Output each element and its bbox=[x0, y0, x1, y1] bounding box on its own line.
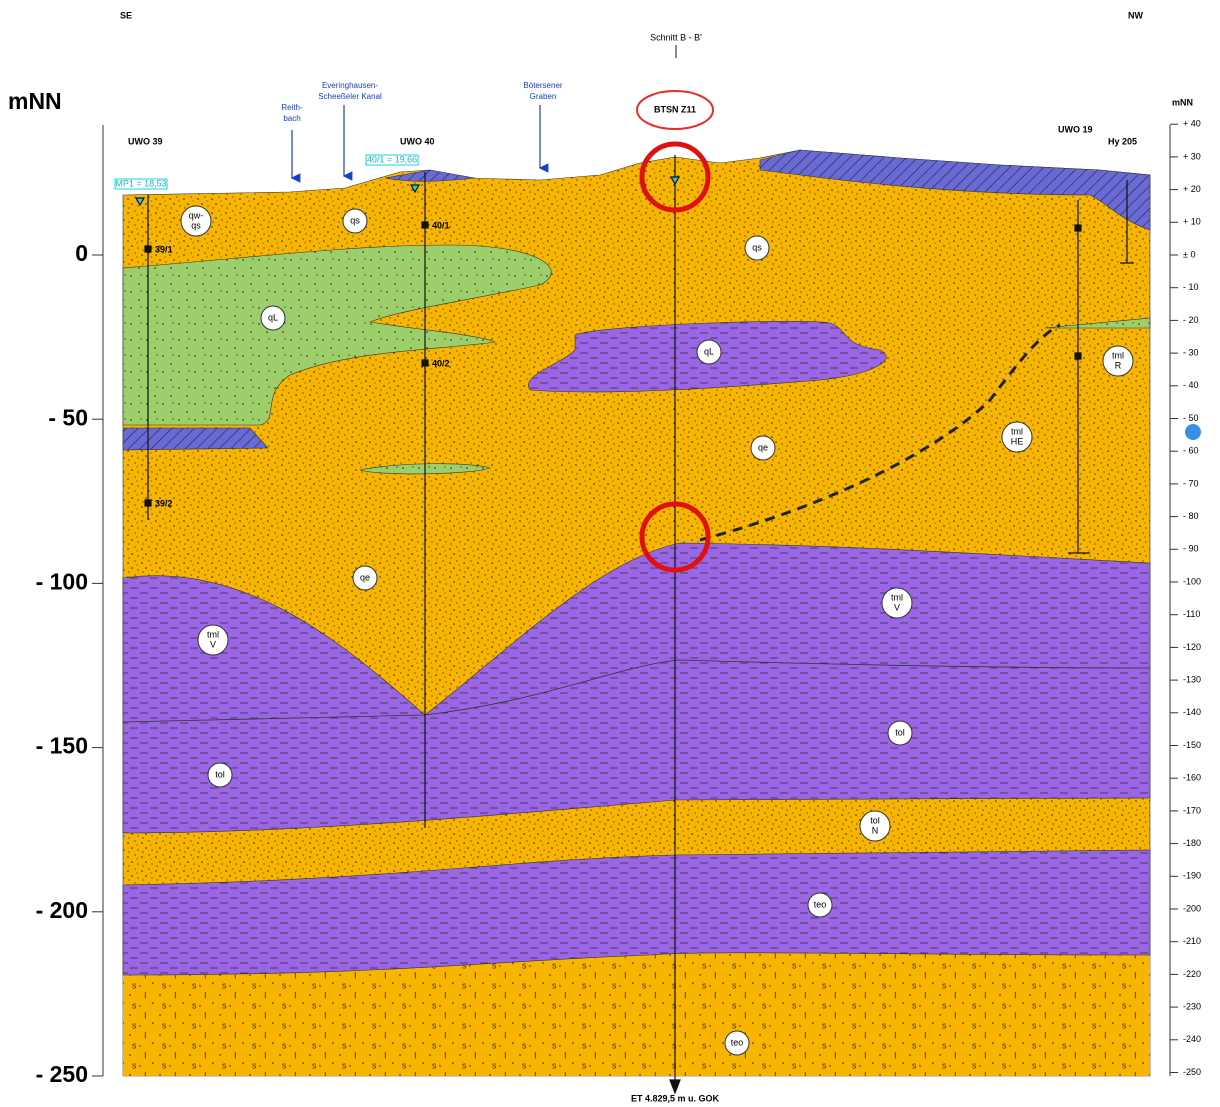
tick-label: -170 bbox=[1183, 805, 1201, 815]
screen-label: 39/1 bbox=[155, 244, 173, 254]
tick-label: + 10 bbox=[1183, 217, 1201, 227]
stream-label: Scheeßeler Kanal bbox=[318, 92, 382, 101]
unit-label: V bbox=[894, 602, 900, 612]
unit-label: tol bbox=[870, 815, 880, 825]
tick-label: - 200 bbox=[36, 897, 88, 923]
water-level: MP1 = 18,53 bbox=[115, 178, 166, 188]
layer-blue-left bbox=[123, 428, 268, 450]
unit-label: qw- bbox=[189, 210, 204, 220]
header-left: SE bbox=[120, 10, 132, 20]
scroll-dot[interactable] bbox=[1185, 424, 1201, 440]
tick-label: - 250 bbox=[36, 1061, 88, 1087]
unit-label: qL bbox=[268, 312, 278, 322]
bottom-note: ET 4.829,5 m u. GOK bbox=[631, 1093, 720, 1103]
tick-label: -240 bbox=[1183, 1034, 1201, 1044]
tick-label: - 20 bbox=[1183, 315, 1199, 325]
section-title: Schnitt B - B' bbox=[650, 32, 702, 42]
screen bbox=[145, 500, 151, 506]
tick-label: - 50 bbox=[1183, 413, 1199, 423]
well-label: UWO 19 bbox=[1058, 124, 1093, 134]
tick-label: - 100 bbox=[36, 568, 88, 594]
tick-label: - 50 bbox=[48, 404, 88, 430]
screen-label: 39/2 bbox=[155, 498, 173, 508]
screen-label: 40/2 bbox=[432, 358, 450, 368]
stream-label: Bötersener bbox=[523, 81, 562, 90]
layer-blue-cap bbox=[385, 170, 475, 181]
unit-label: qe bbox=[758, 442, 768, 452]
header-right: NW bbox=[1128, 10, 1143, 20]
tick-label: -140 bbox=[1183, 707, 1201, 717]
tick-label: -120 bbox=[1183, 642, 1201, 652]
tick-label: -190 bbox=[1183, 871, 1201, 881]
tick-label: ± 0 bbox=[1183, 249, 1195, 259]
screen-label: 40/1 bbox=[432, 220, 450, 230]
unit-label: qs bbox=[350, 215, 360, 225]
tick-label: -160 bbox=[1183, 773, 1201, 783]
unit-label: tol bbox=[215, 769, 225, 779]
tick-label: -110 bbox=[1183, 609, 1200, 619]
tick-label: - 40 bbox=[1183, 380, 1199, 390]
tick-label: 0 bbox=[75, 240, 88, 266]
tick-label: + 40 bbox=[1183, 119, 1201, 129]
tick-label: - 10 bbox=[1183, 282, 1199, 292]
well-label: UWO 39 bbox=[128, 136, 163, 146]
unit-label: R bbox=[1115, 360, 1122, 370]
tick-label: -100 bbox=[1183, 576, 1201, 586]
tick-label: -230 bbox=[1183, 1001, 1201, 1011]
unit-label: HE bbox=[1011, 436, 1024, 446]
unit-label: tml bbox=[891, 592, 903, 602]
stream-label: Reith- bbox=[281, 103, 303, 112]
water-level: 40/1 = 19,66 bbox=[367, 154, 417, 164]
unit-label: qL bbox=[704, 346, 714, 356]
screen bbox=[1075, 225, 1081, 231]
screen bbox=[145, 246, 151, 252]
tick-label: - 30 bbox=[1183, 347, 1199, 357]
unit-label: tml bbox=[207, 629, 219, 639]
unit-label: V bbox=[210, 639, 216, 649]
unit-label: tol bbox=[895, 727, 905, 737]
tick-label: - 150 bbox=[36, 733, 88, 759]
tick-label: -130 bbox=[1183, 674, 1201, 684]
tick-label: + 30 bbox=[1183, 151, 1201, 161]
axis-title: mNN bbox=[1172, 97, 1193, 107]
screen bbox=[422, 360, 428, 366]
screen bbox=[422, 222, 428, 228]
screen bbox=[1075, 353, 1081, 359]
tick-label: -220 bbox=[1183, 969, 1201, 979]
stream-label: bach bbox=[283, 114, 300, 123]
unit-label: qs bbox=[752, 242, 762, 252]
tick-label: -150 bbox=[1183, 740, 1201, 750]
unit-label: teo bbox=[731, 1037, 744, 1047]
borehole-label: BTSN Z11 bbox=[654, 104, 696, 114]
unit-label: tml bbox=[1112, 350, 1124, 360]
stream-label: Graben bbox=[530, 92, 557, 101]
well-label: Hy 205 bbox=[1108, 136, 1137, 146]
tick-label: -200 bbox=[1183, 903, 1201, 913]
unit-label: qs bbox=[191, 220, 201, 230]
unit-label: N bbox=[872, 825, 879, 835]
geology bbox=[123, 150, 1150, 1076]
unit-label: qe bbox=[360, 572, 370, 582]
tick-label: - 60 bbox=[1183, 446, 1199, 456]
tick-label: + 20 bbox=[1183, 184, 1201, 194]
tick-label: -250 bbox=[1183, 1067, 1201, 1077]
cross-section: sI 0- 50- 100- 150- 200- 250+ 40+ 30+ 20… bbox=[0, 0, 1220, 1107]
tick-label: -210 bbox=[1183, 936, 1201, 946]
stream-label: Everinghausen- bbox=[322, 81, 378, 90]
borehole-arrow bbox=[670, 1080, 680, 1093]
unit-label: tml bbox=[1011, 426, 1023, 436]
tick-label: - 80 bbox=[1183, 511, 1199, 521]
well-label: UWO 40 bbox=[400, 136, 435, 146]
axis-title: mNN bbox=[8, 88, 62, 114]
unit-label: teo bbox=[814, 899, 827, 909]
tick-label: - 70 bbox=[1183, 478, 1199, 488]
tick-label: -180 bbox=[1183, 838, 1201, 848]
tick-label: - 90 bbox=[1183, 544, 1199, 554]
